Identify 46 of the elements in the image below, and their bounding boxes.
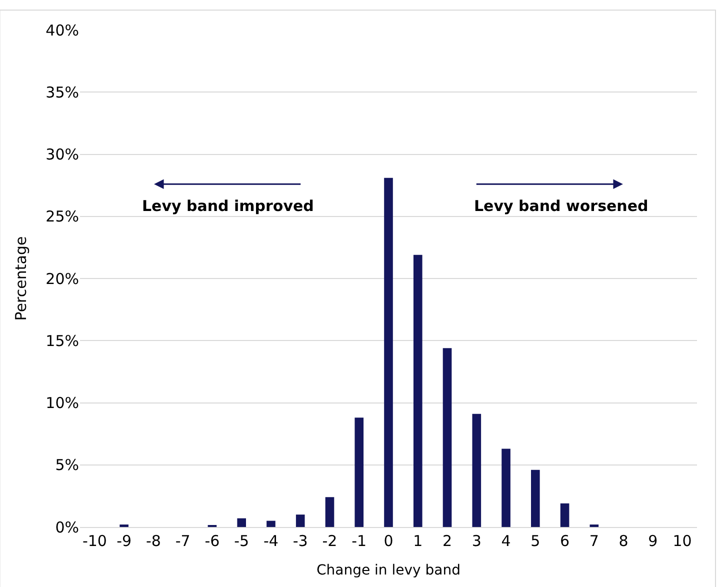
x-tick-label: -4 [263,532,278,550]
bar [531,470,540,527]
x-tick-label: 0 [384,532,394,550]
x-tick-label: 5 [530,532,540,550]
y-tick-label: 10% [46,394,79,412]
bar [560,503,570,527]
x-tick-label: 7 [589,532,599,550]
x-tick-label: -9 [116,532,132,550]
x-tick-label: -7 [175,532,190,550]
y-tick-label: 20% [46,270,79,288]
bar [502,448,510,527]
x-tick-label: 6 [560,532,570,550]
y-tick-label: 25% [46,208,79,226]
x-tick-label: 1 [413,532,423,550]
x-axis-title: Change in levy band [316,562,461,578]
bar [442,348,452,527]
bar [413,254,422,527]
x-tick-label: 4 [501,532,511,550]
bar [237,518,246,527]
bar [296,514,305,527]
x-tick-label: -10 [82,532,107,550]
bar [384,178,393,527]
x-tick-label: -2 [322,532,338,550]
y-tick-label: 35% [46,83,79,102]
x-tick-label: 2 [442,532,452,550]
x-tick-label: -5 [234,532,250,550]
y-tick-label: 0% [55,518,79,536]
y-tick-label: 5% [55,456,79,474]
y-tick-label: 30% [46,146,79,164]
bar [472,414,482,527]
bar [325,497,334,527]
x-tick-label: -3 [292,532,308,550]
bar [354,418,364,527]
y-axis-title: Percentage [12,236,30,321]
x-tick-label: -1 [352,532,367,550]
x-tick-label: 10 [672,532,692,550]
annotation: Levy band worsened [474,197,648,215]
bar [266,520,276,527]
x-tick-label: 3 [472,532,482,550]
y-tick-label: 15% [46,332,79,350]
x-tick-label: 9 [648,532,658,550]
annotation: Levy band improved [142,197,314,215]
y-tick-label: 40% [46,21,79,40]
x-tick-label: -6 [204,532,220,550]
x-tick-label: -8 [146,532,161,550]
x-tick-label: 8 [618,532,628,550]
